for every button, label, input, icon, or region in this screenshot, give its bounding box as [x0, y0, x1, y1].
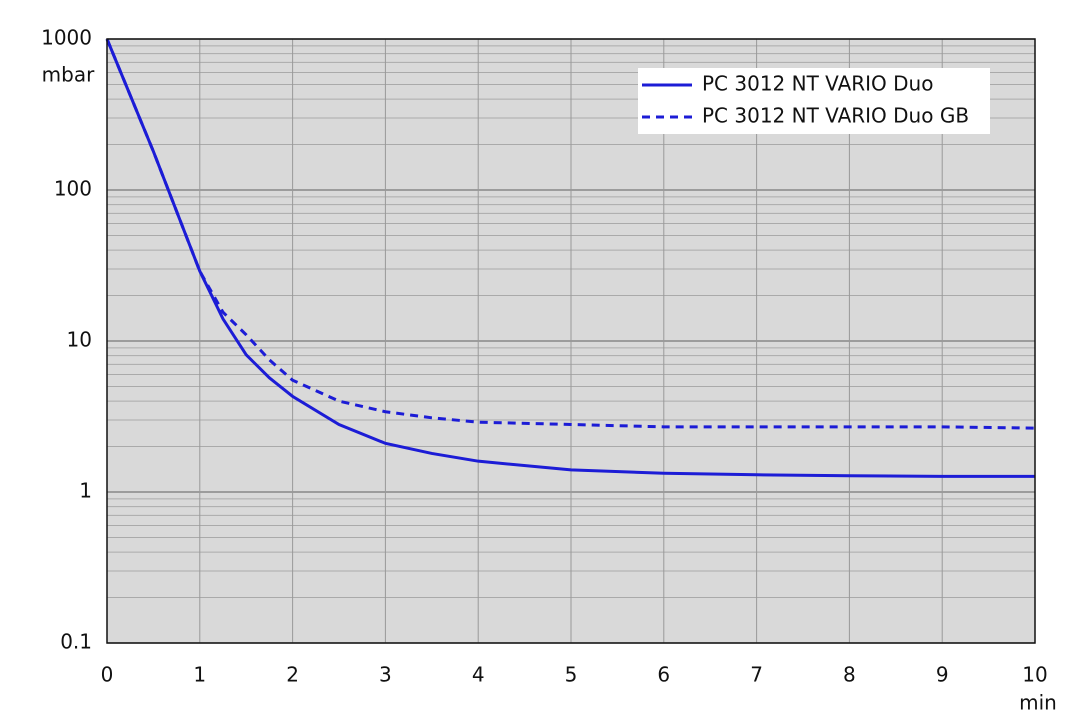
x-tick-label: 0	[101, 663, 114, 687]
x-axis-label: min	[1019, 691, 1057, 715]
x-tick-label: 6	[657, 663, 670, 687]
y-tick-label: 10	[67, 328, 92, 352]
y-tick-label: 1	[79, 479, 92, 503]
y-tick-label: 1000	[41, 26, 92, 50]
x-tick-label: 1	[193, 663, 206, 687]
x-tick-label: 5	[565, 663, 578, 687]
series-line	[105, 38, 1036, 430]
legend-label: PC 3012 NT VARIO Duo GB	[702, 104, 969, 128]
series-line	[105, 38, 1035, 478]
x-tick-label: 2	[286, 663, 299, 687]
legend-box	[638, 68, 990, 134]
plot-border	[106, 38, 1036, 644]
x-tick-label: 8	[843, 663, 856, 687]
x-tick-label: 4	[472, 663, 485, 687]
y-axis-label: mbar	[42, 63, 95, 87]
y-tick-label: 100	[54, 177, 92, 201]
x-tick-label: 7	[750, 663, 763, 687]
x-tick-label: 10	[1022, 663, 1047, 687]
y-tick-label: 0.1	[60, 630, 92, 654]
x-tick-label: 3	[379, 663, 392, 687]
legend-label: PC 3012 NT VARIO Duo	[702, 72, 933, 96]
x-tick-label: 9	[936, 663, 949, 687]
